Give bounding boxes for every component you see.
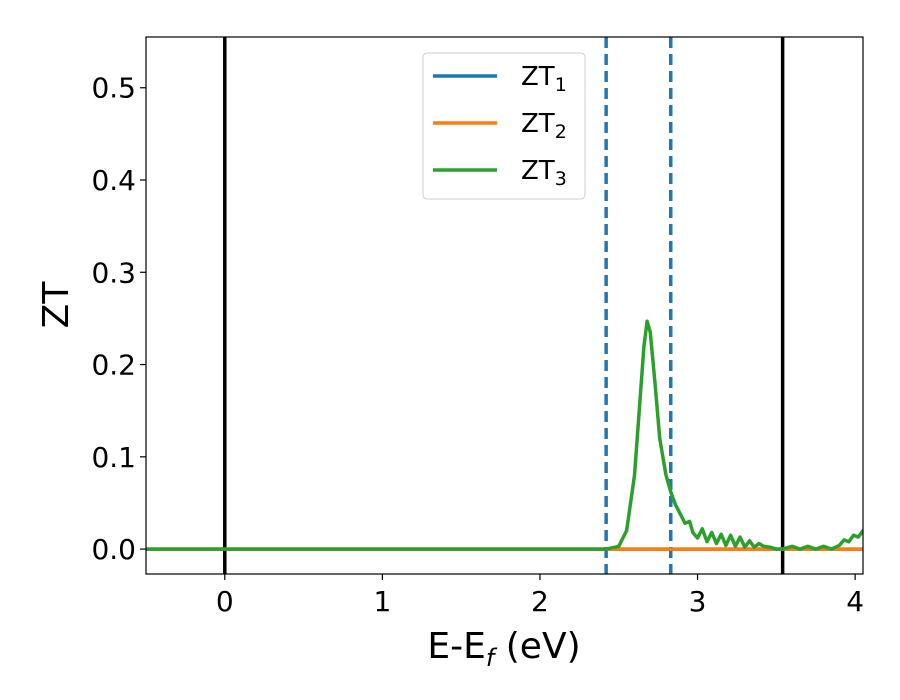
x-axis-ticks: 0 1 2 3 4	[216, 574, 864, 618]
legend: ZT1 ZT2 ZT3	[422, 52, 586, 200]
x-tick-label: 1	[373, 585, 391, 618]
x-axis-label-unit: (eV)	[494, 626, 580, 667]
y-axis-label: ZT	[36, 281, 77, 329]
y-tick-label: 0.1	[91, 441, 136, 474]
legend-label-1: ZT1	[521, 62, 567, 96]
y-tick-label: 0.0	[91, 533, 136, 566]
x-tick-label: 2	[531, 585, 549, 618]
x-axis-label-main: E-E	[427, 626, 485, 667]
y-tick-label: 0.3	[91, 256, 136, 289]
x-tick-label: 4	[846, 585, 864, 618]
x-axis-label: E-Ef (eV)	[427, 626, 580, 672]
legend-label-3: ZT3	[521, 156, 567, 190]
y-tick-label: 0.2	[91, 349, 136, 382]
axes-frame	[145, 36, 864, 575]
x-tick-label: 3	[689, 585, 707, 618]
series-line-3	[146, 319, 863, 551]
plot-area	[145, 36, 864, 575]
x-tick-label: 0	[216, 585, 234, 618]
y-tick-label: 0.5	[91, 72, 136, 105]
y-tick-label: 0.4	[91, 164, 136, 197]
plot-lines	[146, 37, 863, 574]
y-axis-ticks: 0.0 0.1 0.2 0.3 0.4 0.5	[91, 72, 146, 566]
legend-label-2: ZT2	[521, 109, 567, 143]
legend-box	[422, 52, 586, 200]
